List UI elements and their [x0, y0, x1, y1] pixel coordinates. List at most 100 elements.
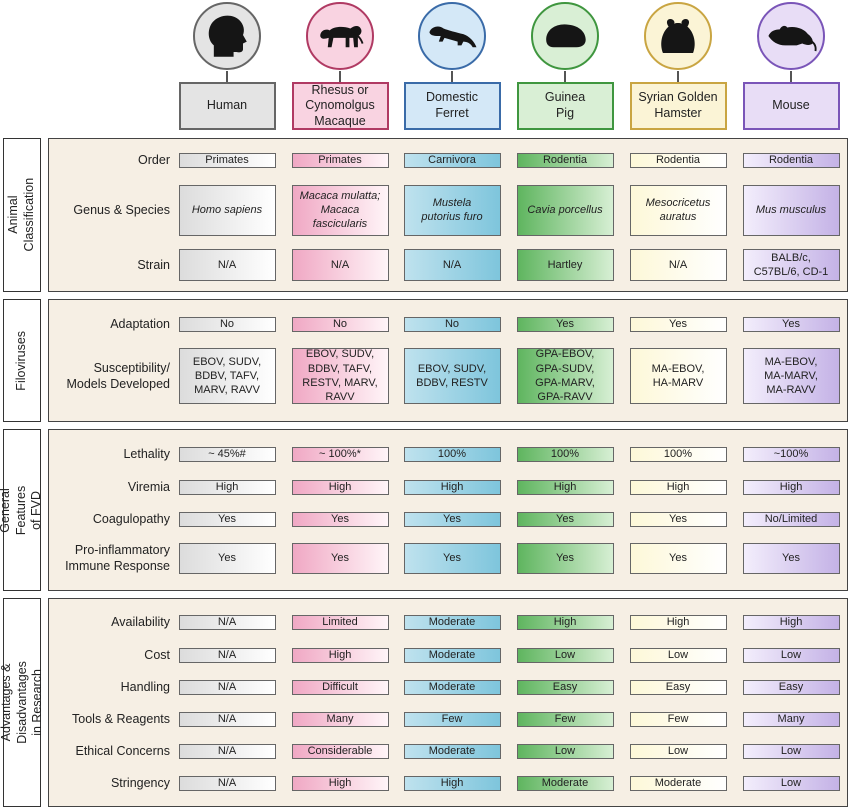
table-cell: High	[178, 479, 276, 495]
table-cell: High	[516, 479, 614, 495]
table-cell: Hartley	[516, 249, 614, 281]
table-cell: Rodentia	[516, 152, 614, 168]
table-cell: Carnivora	[403, 152, 501, 168]
species-header: Syrian Golden Hamster	[629, 82, 727, 130]
header-connector	[226, 71, 228, 83]
table-cell: Mesocricetus auratus	[629, 184, 727, 236]
species-name: Human	[206, 98, 248, 113]
table-cell: High	[291, 647, 389, 663]
row-label: Lethality	[123, 447, 170, 461]
table-cell: Difficult	[291, 679, 389, 695]
table-cell: Low	[742, 775, 840, 791]
row-label: Susceptibility/ Models Developed	[66, 360, 170, 391]
header-connector	[677, 71, 679, 83]
species-header: Domestic Ferret	[403, 82, 501, 130]
table-cell: Moderate	[403, 679, 501, 695]
row-label: Ethical Concerns	[75, 744, 171, 758]
species-name: Syrian Golden Hamster	[638, 90, 718, 120]
table-cell: High	[629, 479, 727, 495]
row-label: Order	[138, 153, 170, 167]
table-cell: Yes	[516, 542, 614, 574]
row-label: Stringency	[110, 776, 170, 790]
species-header: Human	[178, 82, 276, 130]
table-cell: Primates	[178, 152, 276, 168]
table-cell: Limited	[291, 614, 389, 630]
table-cell: Yes	[629, 316, 727, 332]
row-label: Genus & Species	[73, 203, 170, 217]
section-title: Advantages & Disadvantages in Research	[0, 661, 44, 744]
row-label: Pro-inflammatory Immune Response	[65, 542, 170, 573]
table-cell: High	[629, 614, 727, 630]
table-cell: Macaca mulatta; Macaca fascicularis	[291, 184, 389, 236]
table-cell: MA-EBOV, HA-MARV	[629, 348, 727, 404]
row-label: Adaptation	[110, 317, 170, 331]
table-cell: ~100%	[742, 446, 840, 462]
row-label: Availability	[111, 615, 170, 629]
row-label: Strain	[137, 258, 170, 272]
table-cell: Low	[516, 743, 614, 759]
table-cell: High	[291, 775, 389, 791]
section-title: Filoviruses	[14, 330, 29, 391]
table-cell: Easy	[742, 679, 840, 695]
table-cell: Mustela putorius furo	[403, 184, 501, 236]
table-cell: Low	[742, 647, 840, 663]
table-cell: Yes	[742, 542, 840, 574]
table-cell: Many	[742, 711, 840, 727]
table-cell: High	[742, 479, 840, 495]
table-cell: Many	[291, 711, 389, 727]
macaque-icon	[306, 2, 374, 70]
row-label: Coagulopathy	[92, 512, 170, 526]
species-name: Domestic Ferret	[425, 90, 479, 120]
table-cell: N/A	[291, 249, 389, 281]
header-connector	[790, 71, 792, 83]
species-header: Guinea Pig	[516, 82, 614, 130]
section-side-label: Filoviruses	[3, 299, 41, 422]
table-cell: Yes	[178, 542, 276, 574]
row-label: Handling	[120, 680, 170, 694]
table-cell: Yes	[403, 511, 501, 527]
table-cell: No/Limited	[742, 511, 840, 527]
table-cell: Few	[516, 711, 614, 727]
table-cell: Few	[403, 711, 501, 727]
table-cell: Low	[516, 647, 614, 663]
table-cell: High	[291, 479, 389, 495]
table-cell: N/A	[403, 249, 501, 281]
table-cell: Easy	[629, 679, 727, 695]
human-head-icon	[193, 2, 261, 70]
table-cell: Rodentia	[742, 152, 840, 168]
species-name: Rhesus or Cynomolgus Macaque	[305, 82, 375, 128]
table-cell: MA-EBOV, MA-MARV, MA-RAVV	[742, 348, 840, 404]
table-cell: N/A	[629, 249, 727, 281]
species-name: Guinea Pig	[544, 90, 586, 120]
row-label: Cost	[144, 648, 170, 662]
table-cell: N/A	[178, 679, 276, 695]
table-cell: Rodentia	[629, 152, 727, 168]
table-cell: Moderate	[403, 743, 501, 759]
table-cell: Yes	[178, 511, 276, 527]
table-cell: Yes	[742, 316, 840, 332]
table-cell: Easy	[516, 679, 614, 695]
table-cell: Yes	[291, 511, 389, 527]
section-title: Animal Classification	[6, 178, 37, 252]
table-cell: N/A	[178, 249, 276, 281]
table-cell: N/A	[178, 614, 276, 630]
table-cell: No	[178, 316, 276, 332]
header-connector	[339, 71, 341, 83]
ferret-icon	[418, 2, 486, 70]
table-cell: EBOV, SUDV, BDBV, TAFV, MARV, RAVV	[178, 348, 276, 404]
table-cell: EBOV, SUDV, BDBV, TAFV, RESTV, MARV, RAV…	[291, 348, 389, 404]
table-cell: N/A	[178, 647, 276, 663]
table-cell: Yes	[516, 316, 614, 332]
table-cell: Considerable	[291, 743, 389, 759]
table-cell: Primates	[291, 152, 389, 168]
species-header: Rhesus or Cynomolgus Macaque	[291, 82, 389, 130]
table-cell: Mus musculus	[742, 184, 840, 236]
table-cell: Cavia porcellus	[516, 184, 614, 236]
table-cell: GPA-EBOV, GPA-SUDV, GPA-MARV, GPA-RAVV	[516, 348, 614, 404]
table-cell: Moderate	[516, 775, 614, 791]
table-cell: EBOV, SUDV, BDBV, RESTV	[403, 348, 501, 404]
species-name: Mouse	[772, 98, 810, 113]
table-cell: Yes	[629, 542, 727, 574]
table-cell: High	[403, 479, 501, 495]
table-cell: Low	[629, 647, 727, 663]
